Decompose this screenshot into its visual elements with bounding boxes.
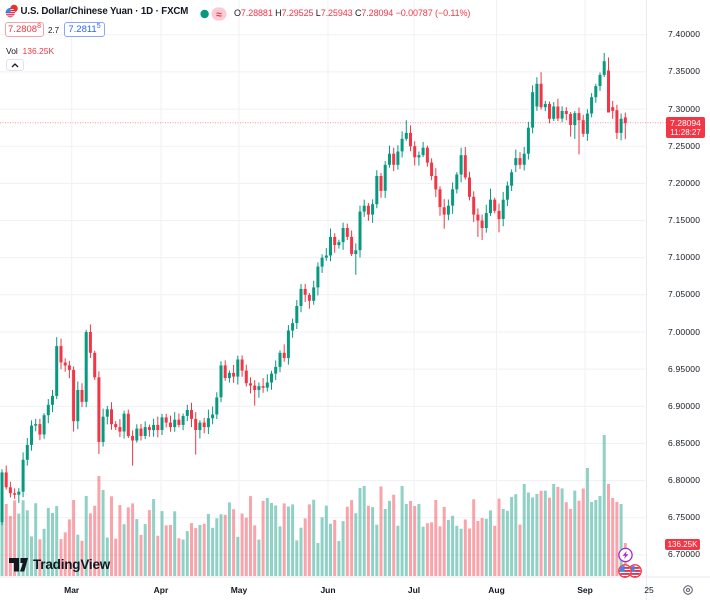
svg-text:≈: ≈: [216, 8, 222, 20]
